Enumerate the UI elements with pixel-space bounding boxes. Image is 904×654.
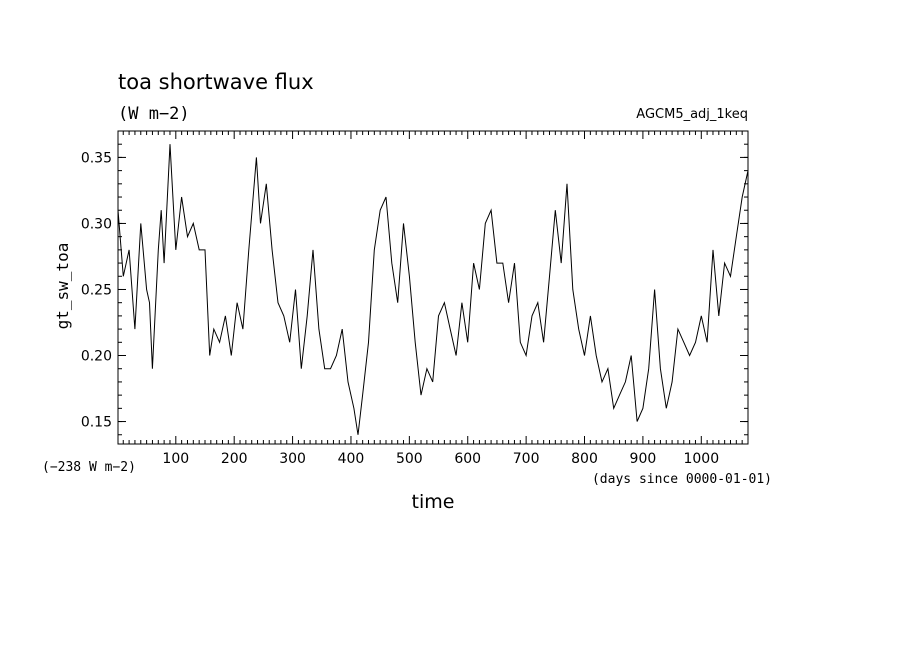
x-axis-label: time [412,491,455,513]
y-axis-label: gt_sw_toa [53,243,72,330]
y-offset-note: (−238 W m−2) [42,460,136,475]
x-tick-label: 600 [454,451,481,467]
y-tick-label: 0.35 [81,150,112,166]
chart-title: toa shortwave flux [118,70,314,94]
run-label: AGCM5_adj_1keq [636,107,748,122]
x-tick-label: 100 [162,451,189,467]
x-tick-label: 300 [279,451,306,467]
x-tick-label: 400 [338,451,365,467]
y-tick-label: 0.25 [81,282,112,298]
y-tick-label: 0.30 [81,216,112,232]
x-axis: 100 200 300 400 500 600 700 800 900 1000 [122,131,749,467]
x-tick-label: 700 [513,451,540,467]
x-units-note: (days since 0000-01-01) [592,472,772,487]
chart-units: (W m−2) [118,104,190,124]
series-layer [117,144,749,435]
y-tick-label: 0.15 [81,415,112,431]
x-tick-label: 800 [571,451,598,467]
x-tick-label: 900 [630,451,657,467]
x-tick-label: 1000 [683,451,719,467]
x-tick-label: 200 [221,451,248,467]
y-tick-label: 0.20 [81,349,112,365]
x-tick-label: 500 [396,451,423,467]
series-line-0 [117,144,749,435]
